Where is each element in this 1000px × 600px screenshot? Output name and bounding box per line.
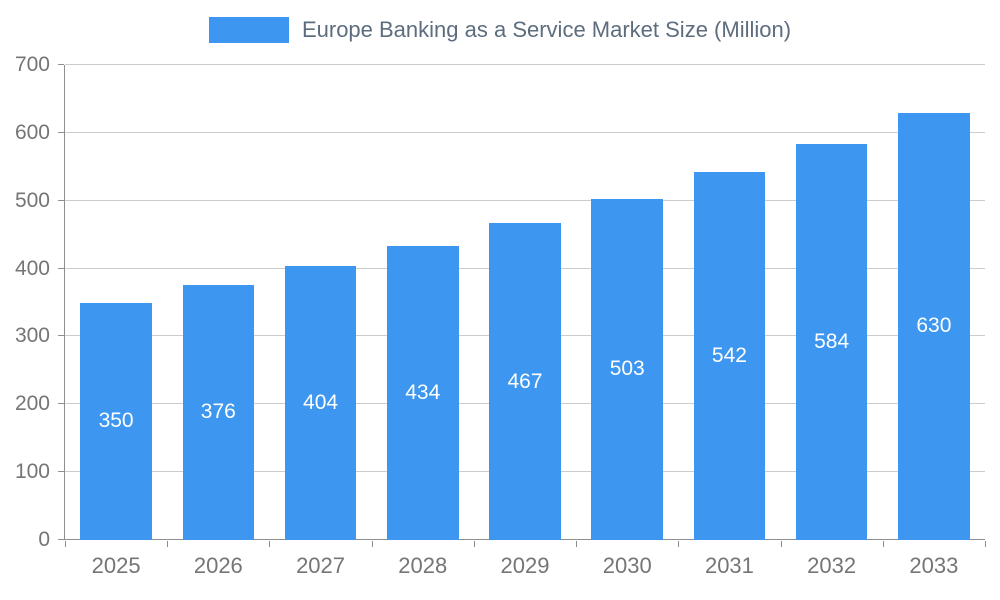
bar-2032[interactable]: 584 <box>795 143 868 540</box>
bar-2029[interactable]: 467 <box>489 223 561 540</box>
x-tick-label-2031: 2031 <box>704 553 754 578</box>
x-tick-label-2033: 2033 <box>909 553 959 578</box>
y-tick-label: 400 <box>14 256 50 280</box>
bar-2028[interactable]: 434 <box>387 245 459 540</box>
bar-2026[interactable]: 376 <box>182 284 255 540</box>
x-tick-label-2026: 2026 <box>193 553 243 578</box>
x-axis-tick <box>985 541 986 547</box>
gridline <box>65 199 985 201</box>
y-axis-line <box>64 65 65 540</box>
x-tick-label-2027: 2027 <box>296 553 346 578</box>
y-tick-label: 500 <box>14 188 50 212</box>
y-axis: 0 100 200 300 400 500 600 700 <box>0 53 58 551</box>
bar-value-label: 630 <box>916 314 952 338</box>
bar-2033[interactable]: 630 <box>898 112 970 540</box>
bar-2025[interactable]: 350 <box>80 302 152 540</box>
y-axis-tick <box>58 335 64 337</box>
gridline <box>65 131 985 133</box>
y-axis-tick <box>58 64 64 65</box>
x-axis-tick <box>882 541 884 547</box>
chart-title: Europe Banking as a Service Market Size … <box>301 17 792 42</box>
y-tick-label: 600 <box>14 120 50 144</box>
x-tick-label-2032: 2032 <box>807 553 857 578</box>
y-tick-label: 0 <box>38 528 50 551</box>
x-axis-tick <box>473 541 475 547</box>
bar-value-label: 434 <box>405 380 441 404</box>
x-tick-label-2028: 2028 <box>398 553 448 578</box>
bar-value-label: 467 <box>507 369 543 393</box>
chart-legend[interactable]: Europe Banking as a Service Market Size … <box>0 15 1000 45</box>
x-axis-tick <box>371 541 373 547</box>
legend-swatch-icon <box>208 17 289 43</box>
bar-value-label: 376 <box>200 400 236 424</box>
x-axis-tick <box>678 541 680 547</box>
x-axis-tick <box>576 541 578 547</box>
x-tick-label-2025: 2025 <box>91 553 141 578</box>
y-axis-tick <box>58 131 64 133</box>
bar-value-label: 542 <box>711 344 747 368</box>
bar-value-label: 503 <box>609 357 645 381</box>
y-axis-tick <box>58 539 64 540</box>
bar-2031[interactable]: 542 <box>693 172 766 540</box>
x-axis-tick <box>780 541 782 547</box>
x-tick-label-2029: 2029 <box>500 553 550 578</box>
x-axis-tick <box>167 541 169 547</box>
plot-area: 350 376 404 434 467 503 542 584 630 <box>58 64 986 547</box>
bar-2027[interactable]: 404 <box>284 265 357 540</box>
x-axis-tick <box>65 541 66 547</box>
y-tick-label: 100 <box>14 460 50 484</box>
bar-value-label: 350 <box>98 409 134 433</box>
y-axis-tick <box>58 403 64 405</box>
bar-2030[interactable]: 503 <box>591 198 663 540</box>
y-tick-label: 300 <box>14 324 50 348</box>
gridline <box>65 64 985 65</box>
y-tick-label: 700 <box>14 53 50 76</box>
x-axis-tick <box>269 541 271 547</box>
x-tick-label-2030: 2030 <box>602 553 652 578</box>
bar-value-label: 584 <box>814 329 850 353</box>
y-tick-label: 200 <box>14 392 50 416</box>
y-axis-tick <box>58 471 64 473</box>
y-axis-tick <box>58 199 64 201</box>
x-axis: 2025 2026 2027 2028 2029 2030 2031 2032 2033 <box>65 553 985 585</box>
bar-value-label: 404 <box>303 390 339 414</box>
y-axis-tick <box>58 267 64 269</box>
